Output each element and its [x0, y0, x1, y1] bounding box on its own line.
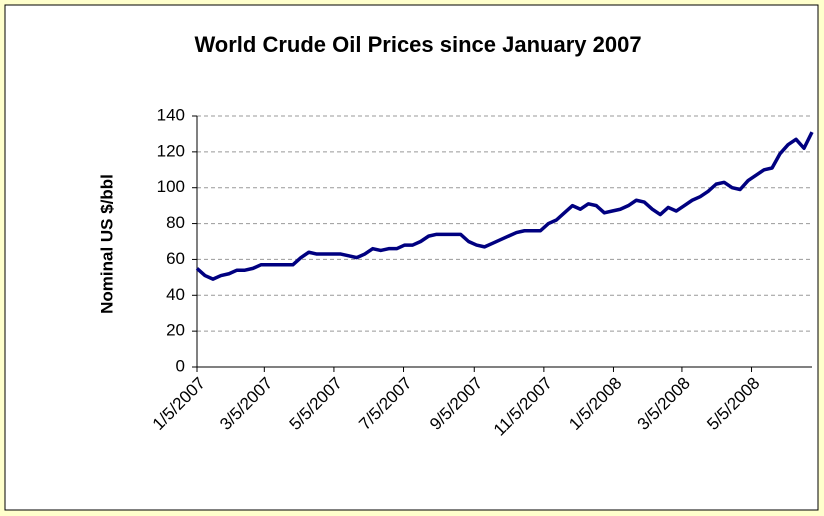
y-tick-label: 140 — [157, 105, 185, 124]
y-tick-label: 40 — [166, 285, 185, 304]
chart-title: World Crude Oil Prices since January 200… — [194, 32, 641, 57]
y-axis-label: Nominal US $/bbl — [97, 174, 116, 314]
data-line — [195, 131, 814, 281]
y-tick-label: 80 — [166, 213, 185, 232]
y-tick-label: 20 — [166, 321, 185, 340]
y-tick-label: 60 — [166, 249, 185, 268]
y-tick-label: 0 — [176, 356, 185, 375]
y-tick-label: 120 — [157, 141, 185, 160]
y-tick-label: 100 — [157, 177, 185, 196]
chart-area — [4, 4, 819, 511]
